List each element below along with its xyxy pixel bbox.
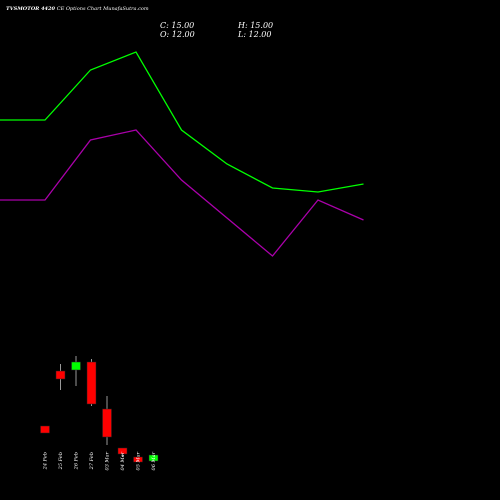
candle-06-mar — [148, 454, 159, 462]
x-tick-label: 25 Feb — [58, 452, 64, 470]
candle-body — [55, 370, 66, 380]
candle-04-mar — [117, 447, 128, 457]
candles — [40, 356, 159, 463]
candle-body — [133, 456, 143, 463]
candle-25-feb — [55, 364, 66, 390]
x-axis-ticks: 24 Feb 25 Feb 26 Feb 27 Feb 03 Mar 04 Mar 05 M… — [43, 451, 158, 470]
x-tick-label: 03 Mar — [105, 451, 111, 470]
close-value: C: 15.00 — [160, 21, 195, 30]
overlay-line-2 — [0, 129, 364, 257]
x-tick-label: 06 Mar — [151, 451, 157, 470]
overlay-lines — [0, 51, 364, 257]
candle-body — [71, 361, 81, 371]
candle-body — [117, 447, 128, 455]
x-tick-label: 27 Feb — [89, 452, 95, 470]
x-tick-label: 05 Mar — [136, 451, 142, 470]
candle-body — [86, 361, 97, 405]
low-value: L: 12.00 — [238, 30, 272, 39]
candle-24-feb — [40, 425, 50, 434]
candle-27-feb — [86, 359, 97, 406]
candle-26-feb — [71, 356, 81, 386]
candle-03-mar — [102, 396, 112, 445]
high-value: H: 15.00 — [238, 21, 274, 30]
chart-title: TVSMOTOR 4420 CE Options Chart MunafaSut… — [6, 6, 149, 12]
overlay-line-1 — [0, 51, 364, 193]
candle-body — [40, 425, 50, 434]
candle-body — [102, 408, 112, 438]
candle-body — [148, 454, 159, 462]
candle-05-mar — [133, 456, 143, 463]
chart-subtitle: CE Options Chart MunafaSutra.com — [56, 6, 149, 12]
x-tick-label: 04 Mar — [120, 451, 126, 470]
x-tick-label: 26 Feb — [74, 452, 80, 470]
chart-symbol: TVSMOTOR 4420 — [6, 6, 55, 12]
open-value: O: 12.00 — [160, 30, 195, 39]
x-tick-label: 24 Feb — [43, 452, 49, 470]
